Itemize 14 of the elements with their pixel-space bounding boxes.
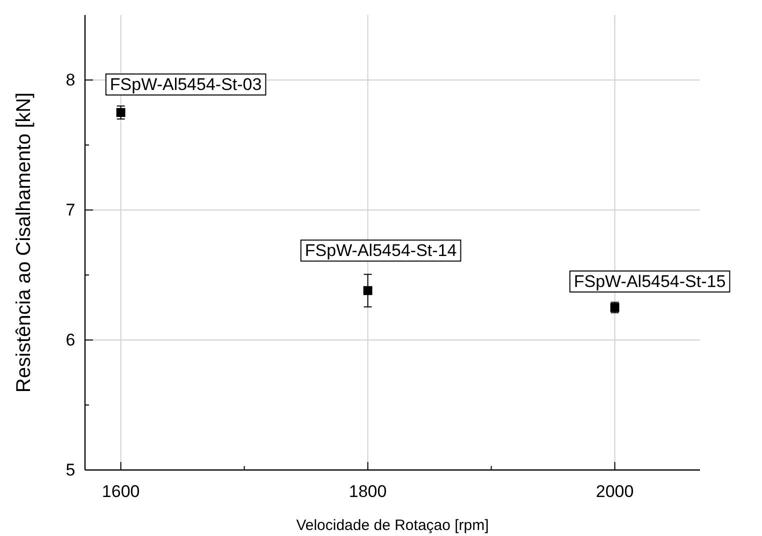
y-tick-label: 7 [66, 200, 76, 220]
y-tick-label: 5 [66, 460, 76, 480]
x-tick-label: 1600 [102, 482, 140, 501]
annotation: FSpW-Al5454-St-15 [574, 272, 726, 291]
x-tick-label: 1800 [348, 482, 387, 501]
y-axis-title: Resistência ao Cisalhamento [kN] [13, 92, 35, 393]
point [363, 286, 372, 296]
y-tick-label: 8 [66, 70, 76, 90]
x-axis-title: Velocidade de Rotaçao [rpm] [296, 517, 489, 534]
annotation: FSpW-Al5454-St-14 [304, 241, 457, 260]
x-tick-label: 2000 [596, 482, 634, 501]
y-tick-label: 6 [66, 330, 76, 350]
point [116, 108, 126, 117]
annotation: FSpW-Al5454-St-03 [110, 75, 262, 94]
